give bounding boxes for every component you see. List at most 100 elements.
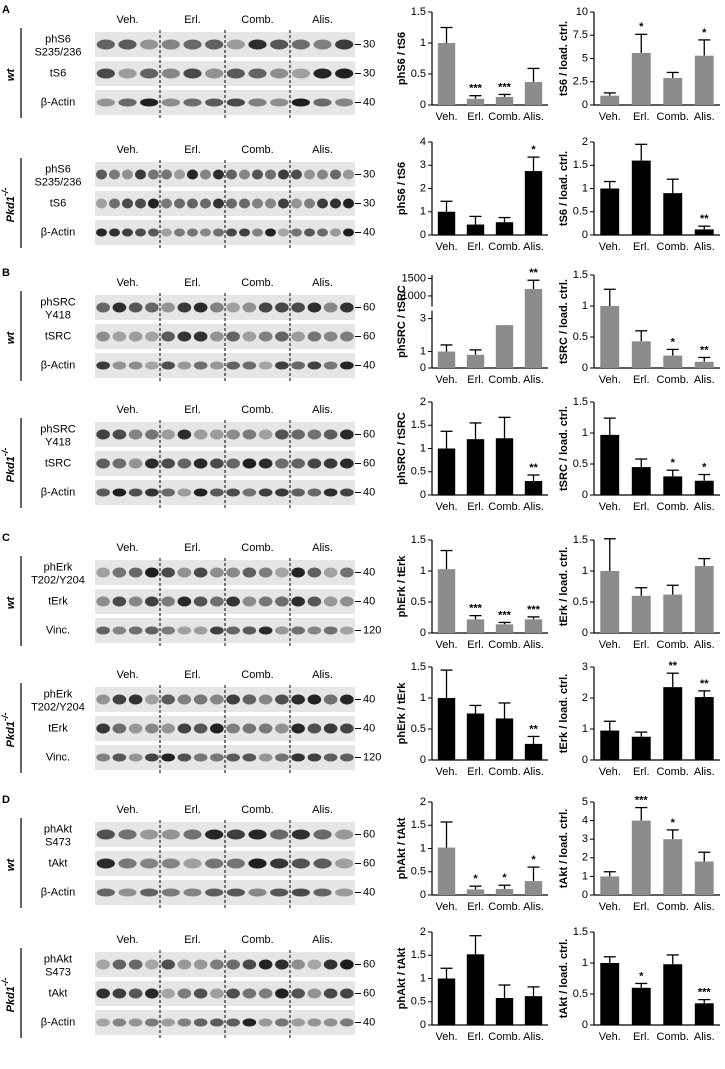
blot-band [275, 723, 289, 734]
x-tick-label: Alis. [523, 241, 544, 253]
blot-band [96, 694, 110, 705]
blot-band [109, 228, 120, 237]
significance: *** [527, 604, 541, 616]
significance: ** [529, 462, 538, 474]
blot-band [340, 626, 354, 635]
blot-band [291, 488, 305, 497]
blot-band [109, 169, 120, 180]
blot-band [122, 228, 133, 237]
significance: *** [498, 609, 512, 621]
y-tick-label: 1 [420, 345, 426, 357]
blot-band [148, 228, 159, 237]
protein-label: phAkt [44, 953, 72, 965]
blot-band [161, 959, 175, 970]
significance: *** [469, 603, 483, 615]
blot-band [128, 596, 143, 607]
x-tick-label: Alis. [694, 766, 715, 778]
blot-band [340, 429, 354, 440]
blot-band [193, 458, 208, 469]
blot-band [177, 458, 192, 469]
y-axis-label: phAkt / tAkt [396, 817, 408, 879]
blot-band [161, 228, 172, 237]
blot-band [161, 198, 172, 209]
blot-band [258, 723, 273, 734]
panel-letter: D [2, 794, 10, 806]
genotype-label: Pkd1-/- [0, 713, 17, 748]
x-tick-label: Comb. [657, 766, 689, 778]
protein-label: β-Actin [41, 1016, 75, 1028]
x-tick-label: Comb. [657, 111, 689, 123]
blot-band [177, 694, 192, 705]
mw-label: 60 [363, 330, 375, 342]
blot-band [177, 302, 192, 313]
blot-band [161, 988, 175, 999]
blot-band [252, 198, 263, 209]
y-tick-label: 0.5 [573, 596, 588, 608]
lane-group-label: Alis. [312, 277, 333, 289]
blot-band [96, 1018, 110, 1027]
bar [524, 619, 543, 633]
bar [694, 229, 714, 235]
blot-band [128, 753, 143, 762]
blot-band [258, 361, 273, 370]
significance: * [671, 336, 676, 348]
blot-band [145, 361, 159, 370]
blot-band [278, 228, 289, 237]
blot-band [242, 331, 257, 342]
lane-group-label: Erl. [184, 14, 201, 26]
blot-band [112, 596, 127, 607]
x-tick-label: Erl. [633, 374, 650, 386]
protein-label: tErk [48, 722, 68, 734]
x-tick-label: Alis. [523, 501, 544, 513]
bar [631, 736, 651, 760]
lane-group-label: Erl. [184, 144, 201, 156]
genotype-name: wt [5, 68, 17, 82]
y-tick-label: 0.5 [573, 458, 588, 470]
protein-label: phErk [44, 561, 73, 573]
x-tick-label: Comb. [657, 639, 689, 651]
blot-band [343, 198, 354, 209]
blot-band [96, 626, 110, 635]
blot-band [291, 988, 305, 999]
blot-band [226, 723, 240, 734]
y-tick-label: 1 [420, 972, 426, 984]
x-tick-label: Erl. [467, 501, 484, 513]
blot-band [210, 302, 224, 313]
bar [466, 439, 485, 495]
blot-band [335, 39, 354, 50]
protein-label: tS6 [50, 67, 67, 79]
x-tick-label: Erl. [633, 1031, 650, 1043]
blot-band [210, 694, 224, 705]
blot-band [242, 723, 257, 734]
y-tick-label: 1.5 [573, 396, 588, 408]
bar [631, 595, 651, 633]
blot-band [242, 959, 257, 970]
blot-band [226, 829, 245, 840]
blot-band [226, 596, 240, 607]
lane-group-label: Comb. [241, 934, 273, 946]
blot-band [226, 988, 240, 999]
protein-label: β-Actin [41, 96, 75, 108]
bar [524, 881, 543, 895]
y-tick-label: 0 [420, 627, 426, 639]
blot-band [140, 98, 159, 107]
blot-band [323, 302, 338, 313]
blot-band [193, 331, 208, 342]
mw-label: 60 [363, 958, 375, 970]
blot-band [291, 858, 310, 869]
blot-band [313, 858, 332, 869]
blot-band [128, 626, 143, 635]
blot-band [323, 959, 338, 970]
significance: ** [529, 723, 538, 735]
x-tick-label: Alis. [694, 501, 715, 513]
blot-band [140, 858, 159, 869]
blot-band [118, 829, 137, 840]
blot-band [213, 228, 224, 237]
y-tick-label: 1.5 [573, 159, 588, 171]
blot-band [210, 723, 224, 734]
significance: * [502, 872, 507, 884]
blot-band [193, 723, 208, 734]
blot-band [140, 39, 159, 50]
significance: *** [498, 81, 512, 93]
y-tick-label: 1 [582, 300, 588, 312]
